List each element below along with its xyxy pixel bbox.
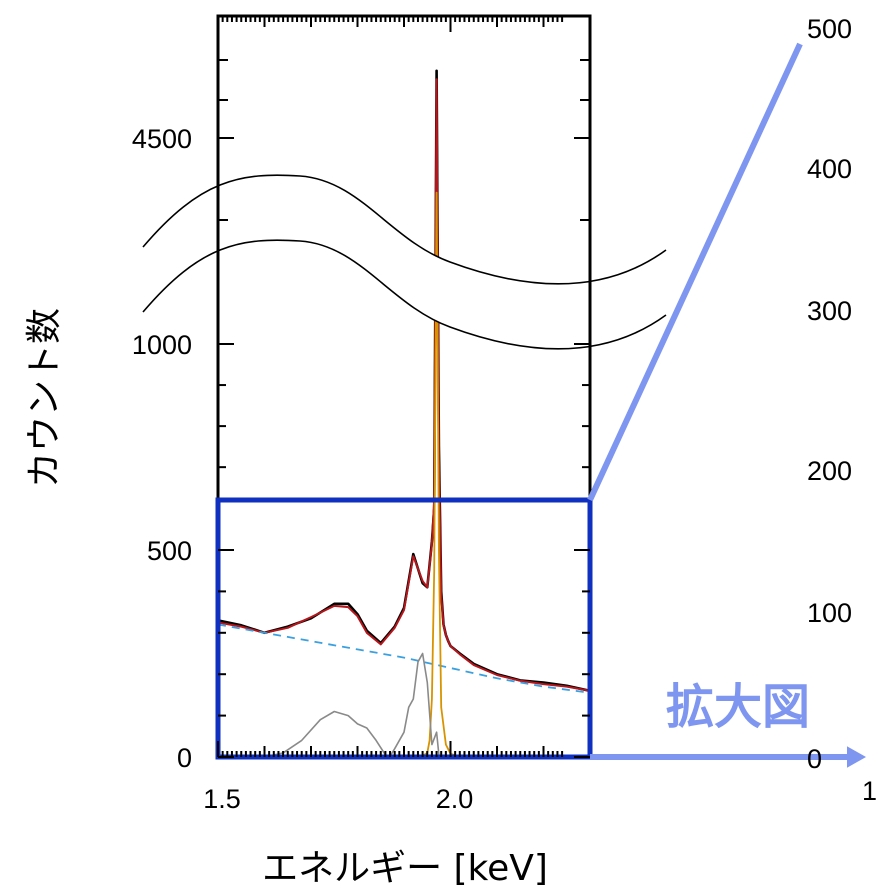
zoom-axis-tick-label: 200 bbox=[807, 456, 852, 486]
axis-ticks bbox=[217, 16, 590, 758]
y-tick-label: 1000 bbox=[132, 330, 192, 360]
x-tick-label: 2.0 bbox=[436, 784, 474, 814]
fit-model-line bbox=[218, 78, 590, 692]
background-continuum-line bbox=[218, 623, 590, 694]
y-axis-title: カウント数 bbox=[24, 308, 65, 488]
axis-break-band bbox=[143, 175, 666, 349]
data-layer bbox=[218, 69, 590, 757]
overlay-layer bbox=[142, 14, 867, 768]
zoom-axis-tick-label: 100 bbox=[807, 598, 852, 628]
component-line bbox=[264, 652, 442, 757]
zoom-axis-tick-label: 400 bbox=[807, 154, 852, 184]
zoom-arrow-head bbox=[847, 746, 867, 768]
x-tick-label: 1.5 bbox=[203, 784, 241, 814]
y-tick-label: 500 bbox=[147, 536, 192, 566]
zoom-axis-tick-label: 300 bbox=[807, 296, 852, 326]
data-histogram-line bbox=[218, 69, 590, 693]
plot-frame bbox=[216, 14, 592, 759]
axis-break-wave-lower bbox=[142, 239, 667, 350]
zoom-region-box bbox=[215, 497, 593, 760]
zoom-axis-tick-label: 0 bbox=[807, 744, 822, 774]
zoom-connector-top bbox=[587, 42, 803, 502]
y-tick-label: 4500 bbox=[132, 124, 192, 154]
zoom-axis-tick-label: 500 bbox=[807, 14, 852, 44]
zoom-axis-x-tick-label: 1 bbox=[862, 776, 877, 806]
x-axis-title: エネルギー [keV] bbox=[262, 848, 548, 889]
axis-labels: 1.5 2.005001000450050040030020010001エネルギー… bbox=[24, 14, 877, 889]
zoom-label: 拡大図 bbox=[666, 679, 810, 735]
y-tick-label: 0 bbox=[177, 743, 192, 773]
axis-break-wave-upper bbox=[142, 174, 667, 285]
